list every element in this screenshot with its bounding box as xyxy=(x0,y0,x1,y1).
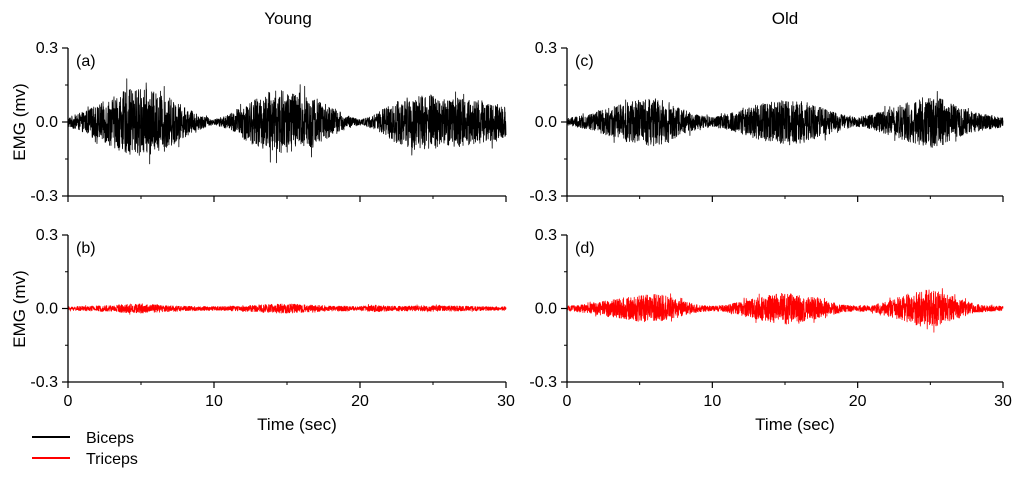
column-title-young: Young xyxy=(264,9,312,28)
panel-a: 0.3 0.0 -0.3 (a) xyxy=(30,40,507,205)
panel-label: (a) xyxy=(76,53,96,70)
x-tick-label: 30 xyxy=(994,393,1012,410)
x-axis-label-right: Time (sec) xyxy=(755,415,835,434)
panel-c: 0.3 0.0 -0.3 (c) xyxy=(529,40,1004,205)
panel-label: (d) xyxy=(575,240,595,257)
series-biceps-trace xyxy=(566,90,1004,148)
y-axis-label-bottom: EMG (mv) xyxy=(10,270,29,347)
y-axis-label-top: EMG (mv) xyxy=(10,83,29,160)
y-tick-label: 0.0 xyxy=(36,114,58,131)
series-triceps-trace xyxy=(67,303,507,315)
x-tick-label: 0 xyxy=(563,393,572,410)
y-tick-label: -0.3 xyxy=(529,374,557,391)
y-tick-label: 0.3 xyxy=(535,227,557,244)
x-tick-label: 20 xyxy=(849,393,867,410)
y-tick-label: 0.3 xyxy=(36,40,58,57)
x-tick-label: 10 xyxy=(205,393,223,410)
y-tick-label: 0.0 xyxy=(535,114,557,131)
series-triceps-trace xyxy=(566,288,1004,333)
panel-label: (b) xyxy=(76,240,96,257)
panel-d: 0.3 0.0 -0.3 0 10 20 30 (d) xyxy=(529,227,1012,410)
legend-triceps-label: Triceps xyxy=(86,451,138,468)
x-axis-label-left: Time (sec) xyxy=(257,415,337,434)
y-tick-label: 0.0 xyxy=(535,301,557,318)
x-tick-label: 0 xyxy=(64,393,73,410)
x-tick-label: 10 xyxy=(703,393,721,410)
y-tick-label: -0.3 xyxy=(30,188,58,205)
column-title-old: Old xyxy=(772,9,798,28)
y-tick-label: -0.3 xyxy=(30,374,58,391)
x-tick-label: 30 xyxy=(497,393,515,410)
y-tick-label: -0.3 xyxy=(529,188,557,205)
y-tick-label: 0.3 xyxy=(36,227,58,244)
legend-biceps-label: Biceps xyxy=(86,430,134,447)
panel-b: 0.3 0.0 -0.3 0 10 20 30 (b) xyxy=(30,227,515,410)
panel-label: (c) xyxy=(575,53,594,70)
panels: 0.3 0.0 -0.3 (a) 0.3 0.0 -0.3 0 10 20 30 (b) 0.3 0.0 -… xyxy=(30,40,1012,410)
x-tick-label: 20 xyxy=(351,393,369,410)
y-tick-label: 0.0 xyxy=(36,301,58,318)
y-tick-label: 0.3 xyxy=(535,40,557,57)
series-biceps-trace xyxy=(67,78,507,165)
legend: Biceps Triceps xyxy=(32,430,138,468)
